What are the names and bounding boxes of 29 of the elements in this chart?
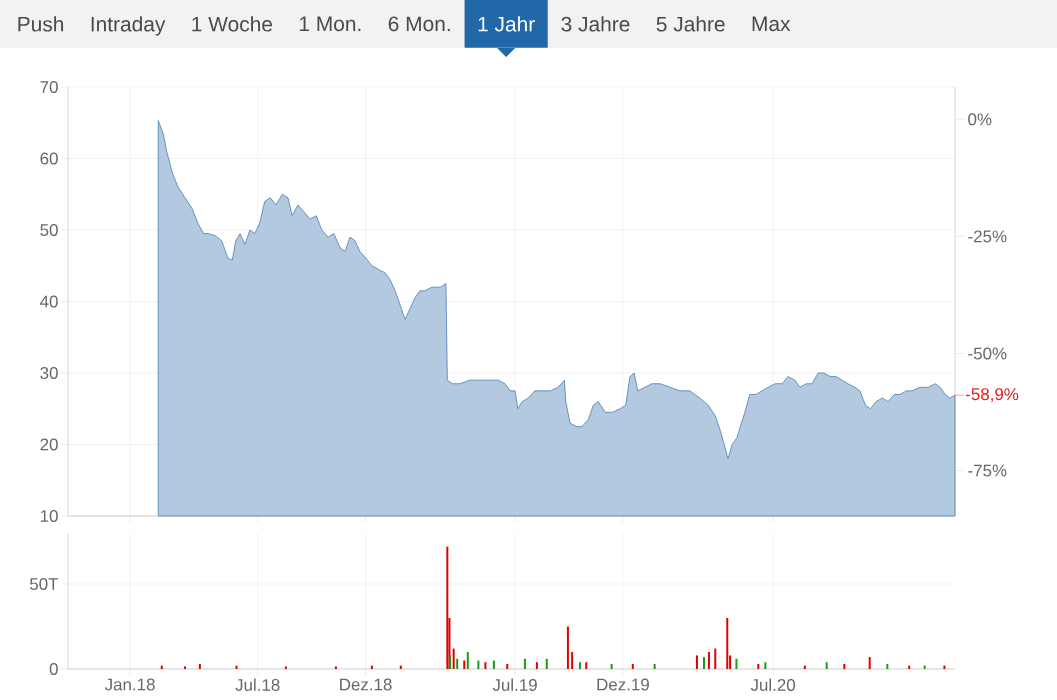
y-tick-label: 0: [49, 663, 58, 675]
category-label: 6 Mon.: [388, 16, 450, 32]
y-tick-label: 30: [40, 367, 58, 379]
category-label: 3 Jahre: [561, 16, 630, 32]
x-tick-label: Jul.20: [750, 678, 796, 691]
y-tick-label: 10: [40, 510, 58, 522]
category-label: Push: [18, 16, 64, 32]
y-tick-label: 60: [40, 152, 58, 165]
annotation: -58,9%: [965, 388, 1019, 403]
x-tick-label: Dez.18: [340, 678, 392, 691]
y-tick-label: 50T: [29, 578, 59, 591]
category-label: 1 Mon.: [299, 16, 361, 32]
y-tick-label: 70: [40, 81, 58, 93]
x-tick-label: Jul.18: [235, 678, 280, 691]
y-tick-label: 20: [40, 438, 58, 451]
category-label: 5 Jahre: [656, 16, 725, 32]
y2-tick-label: -75%: [968, 464, 1007, 477]
y-tick-label: 50: [40, 224, 58, 236]
x-tick-label: Dez.19: [597, 678, 649, 691]
y-tick-label: 40: [40, 295, 58, 308]
category-label: Max: [752, 16, 791, 32]
category-label: 1 Woche: [192, 16, 273, 32]
y2-tick-label: -50%: [968, 347, 1007, 360]
x-tick-label: Jul.19: [492, 678, 537, 691]
category-label: 1 Jahr: [478, 16, 535, 32]
category-label: Intraday: [91, 16, 166, 36]
x-tick-label: Jan.18: [104, 678, 155, 691]
y2-tick-label: 0%: [968, 113, 992, 126]
y2-tick-label: -25%: [968, 230, 1007, 243]
